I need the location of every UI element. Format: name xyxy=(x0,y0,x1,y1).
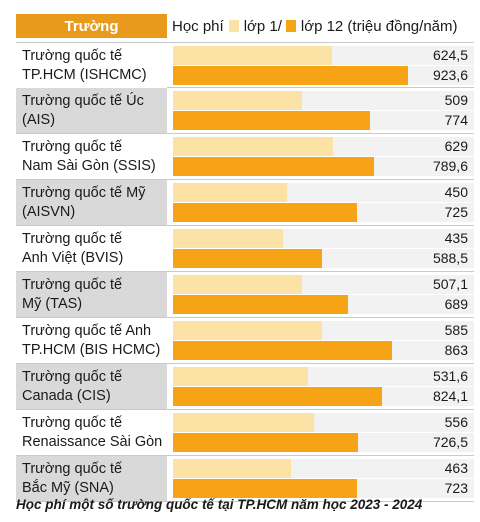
value-label-grade12: 689 xyxy=(444,296,468,312)
school-label-line: Renaissance Sài Gòn xyxy=(22,434,163,450)
school-label-line: TP.HCM (BIS HCMC) xyxy=(22,342,161,358)
legend-label-grade12: lớp 12 (triệu đồng/năm) xyxy=(300,17,458,35)
bar-grade12 xyxy=(173,66,408,85)
school-label-line: Trường quốc tế Anh xyxy=(22,323,152,339)
bar-grade12 xyxy=(173,341,393,360)
value-label-grade12: 923,6 xyxy=(432,67,468,83)
school-row: Trường quốc tế TP.HCM (ISHCMC) 624,5 923,6 xyxy=(16,42,474,88)
value-label-grade12: 723 xyxy=(444,480,468,496)
school-label-line: Anh Việt (BVIS) xyxy=(22,250,124,266)
legend: Học phí lớp 1/ lớp 12 (triệu đồng/năm) xyxy=(172,14,474,38)
bar-grade1 xyxy=(173,46,332,65)
school-row: Trường quốc tế Canada (CIS) 531,6 824,1 xyxy=(16,364,474,410)
school-row: Trường quốc tế Úc (AIS) 509 774 xyxy=(16,88,474,134)
value-label-grade1: 585 xyxy=(444,322,468,338)
value-label-grade12: 725 xyxy=(444,204,468,220)
bar-grade1 xyxy=(173,91,303,110)
school-label: Trường quốc tế TP.HCM (ISHCMC) xyxy=(16,43,167,88)
school-label-line: Nam Sài Gòn (SSIS) xyxy=(22,158,156,174)
school-label: Trường quốc tế Úc (AIS) xyxy=(16,88,167,133)
tuition-chart: Trường Học phí lớp 1/ lớp 12 (triệu đồng… xyxy=(16,14,474,502)
school-label-line: Trường quốc tế xyxy=(22,139,123,155)
school-row: Trường quốc tế Nam Sài Gòn (SSIS) 629 789,6 xyxy=(16,134,474,180)
legend-label-grade1: lớp 1/ xyxy=(243,17,282,35)
bar-grade1 xyxy=(173,137,333,156)
value-label-grade1: 450 xyxy=(444,184,468,200)
value-label-grade1: 531,6 xyxy=(432,368,468,384)
bar-grade1 xyxy=(173,459,291,478)
school-label-line: (AIS) xyxy=(22,112,56,128)
school-label-line: (AISVN) xyxy=(22,204,76,220)
school-label-line: Trường quốc tế xyxy=(22,277,123,293)
value-label-grade12: 863 xyxy=(444,342,468,358)
bar-grade1 xyxy=(173,229,284,248)
value-label-grade1: 629 xyxy=(444,138,468,154)
bar-grade1 xyxy=(173,275,302,294)
school-label-line: TP.HCM (ISHCMC) xyxy=(22,67,147,83)
school-label: Trường quốc tế Canada (CIS) xyxy=(16,364,167,409)
value-label-grade12: 789,6 xyxy=(432,158,468,174)
school-label: Trường quốc tế Mỹ (TAS) xyxy=(16,272,167,317)
bar-grade1 xyxy=(173,321,322,340)
bar-grade1 xyxy=(173,367,309,386)
school-label-line: Trường quốc tế xyxy=(22,48,123,64)
bar-grade12 xyxy=(173,479,357,498)
bar-grade12 xyxy=(173,157,374,176)
value-label-grade1: 509 xyxy=(444,92,468,108)
school-row: Trường quốc tế Mỹ (AISVN) 450 725 xyxy=(16,180,474,226)
school-label-line: Canada (CIS) xyxy=(22,388,111,404)
school-label: Trường quốc tế Nam Sài Gòn (SSIS) xyxy=(16,134,167,179)
school-label-line: Bắc Mỹ (SNA) xyxy=(22,480,114,496)
school-label: Trường quốc tế Bắc Mỹ (SNA) xyxy=(16,456,167,501)
bar-grade12 xyxy=(173,111,370,130)
legend-swatch-grade12 xyxy=(285,20,296,32)
school-label: Trường quốc tế Anh TP.HCM (BIS HCMC) xyxy=(16,318,167,363)
school-row: Trường quốc tế Anh TP.HCM (BIS HCMC) 585 86… xyxy=(16,318,474,364)
school-row: Trường quốc tế Renaissance Sài Gòn 556 726,… xyxy=(16,410,474,456)
bar-grade12 xyxy=(173,387,383,406)
school-row: Trường quốc tế Bắc Mỹ (SNA) 463 723 xyxy=(16,456,474,502)
school-label-line: Trường quốc tế Úc xyxy=(22,93,144,109)
chart-caption: Học phí một số trường quốc tế tại TP.HCM… xyxy=(16,497,423,512)
school-label-line: Trường quốc tế xyxy=(22,415,123,431)
value-label-grade1: 556 xyxy=(444,414,468,430)
value-label-grade1: 507,1 xyxy=(432,276,468,292)
legend-swatch-grade1 xyxy=(228,20,239,32)
bar-grade12 xyxy=(173,249,323,268)
bar-grade12 xyxy=(173,203,358,222)
school-label-line: Trường quốc tế xyxy=(22,461,123,477)
school-label-line: Trường quốc tế xyxy=(22,369,123,385)
value-label-grade12: 588,5 xyxy=(432,250,468,266)
value-label-grade12: 774 xyxy=(444,112,468,128)
school-row: Trường quốc tế Mỹ (TAS) 507,1 689 xyxy=(16,272,474,318)
school-label-line: Trường quốc tế xyxy=(22,231,123,247)
school-label-line: Trường quốc tế Mỹ xyxy=(22,185,146,201)
bar-grade1 xyxy=(173,183,288,202)
value-label-grade1: 435 xyxy=(444,230,468,246)
value-label-grade1: 463 xyxy=(444,460,468,476)
school-label: Trường quốc tế Anh Việt (BVIS) xyxy=(16,226,167,271)
bar-grade1 xyxy=(173,413,315,432)
school-label: Trường quốc tế Renaissance Sài Gòn xyxy=(16,410,167,455)
bar-grade12 xyxy=(173,433,358,452)
school-label: Trường quốc tế Mỹ (AISVN) xyxy=(16,180,167,225)
school-column-header: Trường xyxy=(16,14,167,38)
school-label-line: Mỹ (TAS) xyxy=(22,296,83,312)
bar-grade12 xyxy=(173,295,348,314)
value-label-grade12: 726,5 xyxy=(432,434,468,450)
school-row: Trường quốc tế Anh Việt (BVIS) 435 588,5 xyxy=(16,226,474,272)
value-label-grade1: 624,5 xyxy=(432,47,468,63)
legend-prefix: Học phí xyxy=(172,17,224,35)
value-label-grade12: 824,1 xyxy=(432,388,468,404)
